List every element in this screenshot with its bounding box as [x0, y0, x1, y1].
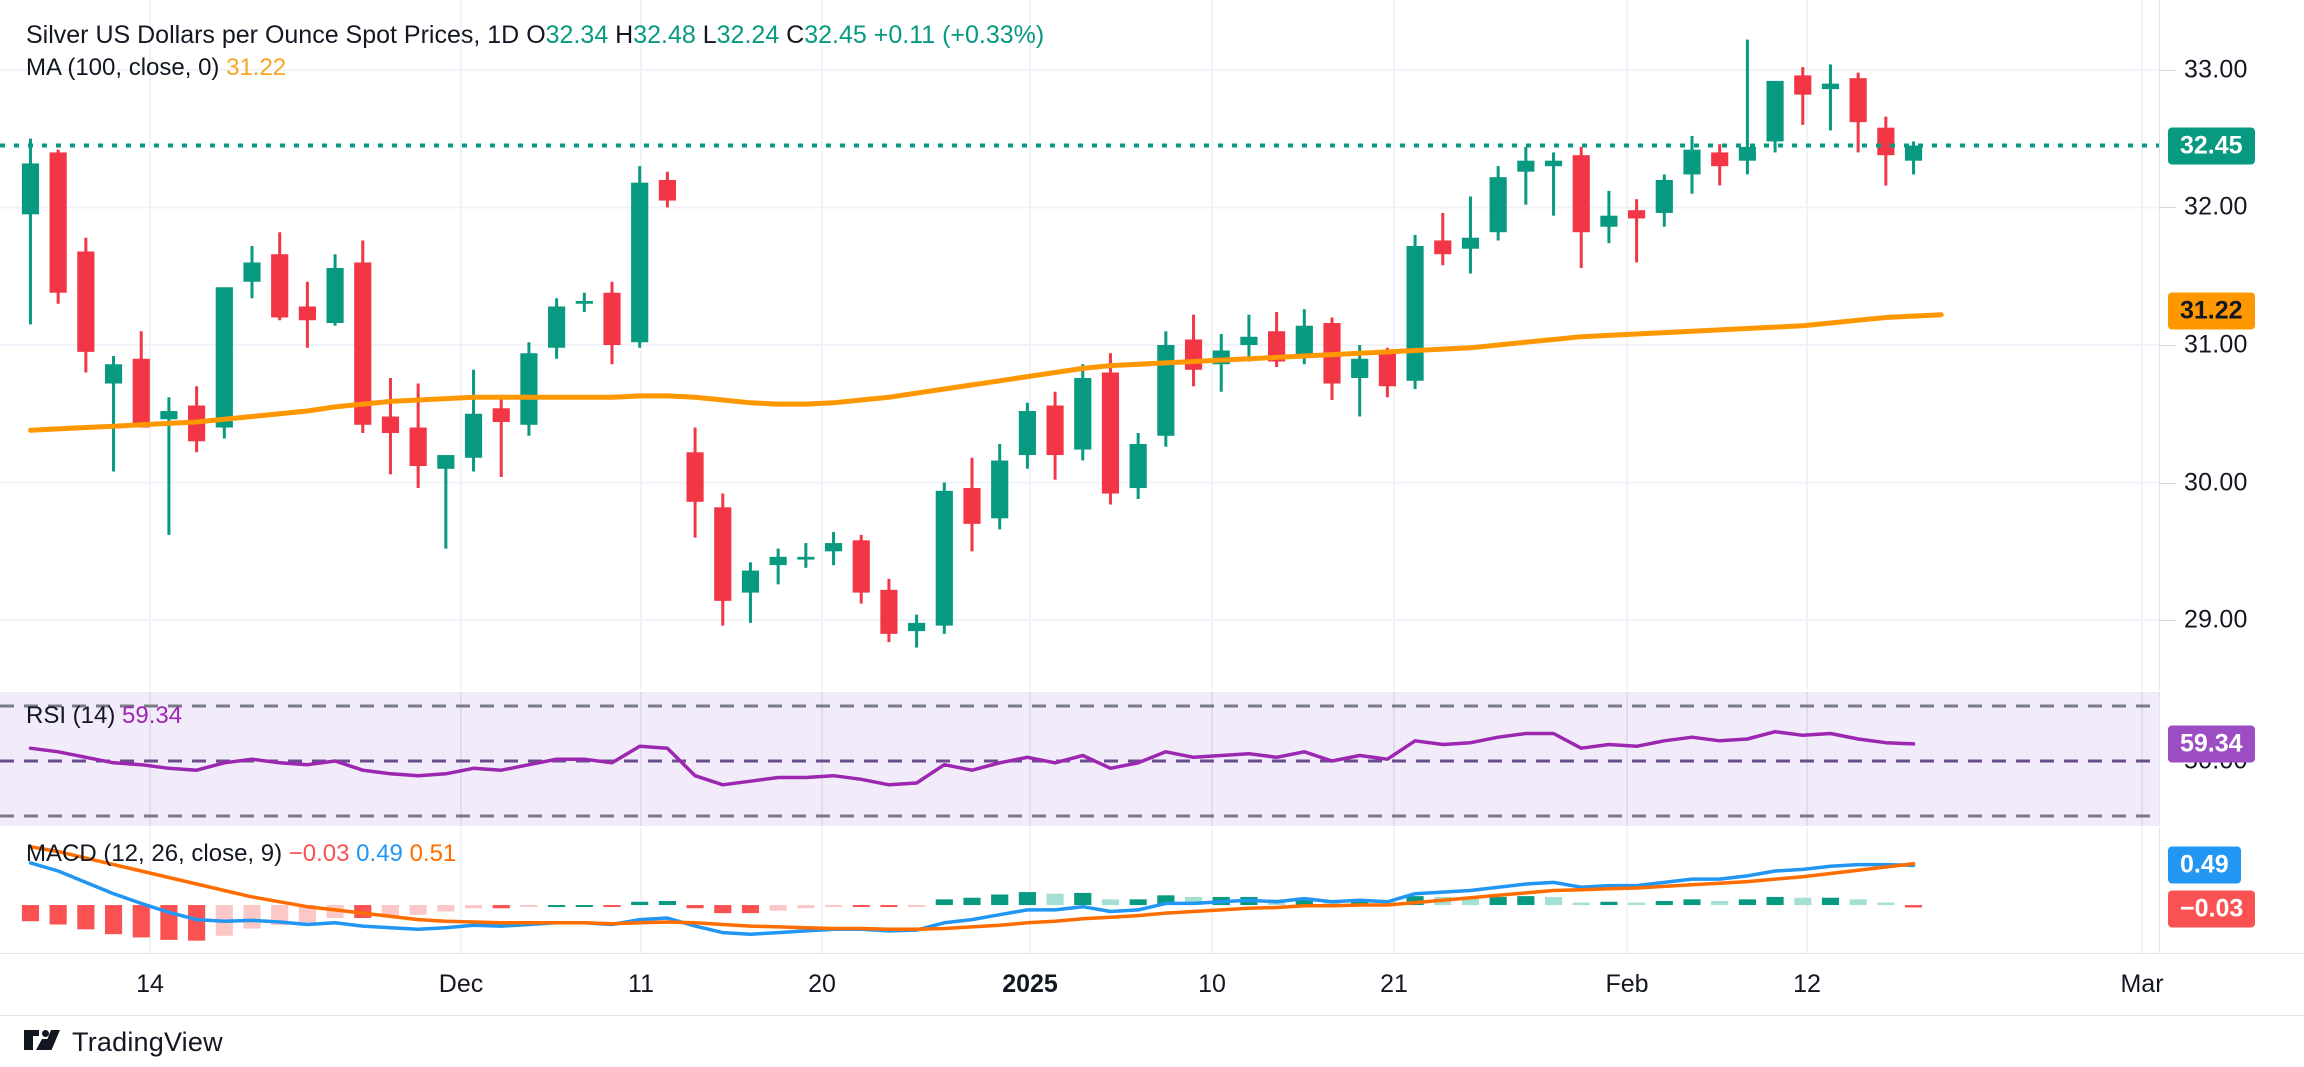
- rsi-axis[interactable]: 50.0059.34: [2159, 692, 2304, 826]
- macd-plot-canvas[interactable]: [0, 828, 2160, 953]
- tradingview-logo-text: TradingView: [72, 1027, 223, 1057]
- footer-bar: TradingView: [0, 1015, 2304, 1067]
- time-axis-label: 20: [808, 970, 836, 998]
- time-axis-label: Mar: [2120, 970, 2164, 998]
- rsi-plot-canvas[interactable]: [0, 692, 2160, 826]
- macd-histogram-badge[interactable]: −0.03: [2168, 890, 2256, 928]
- time-axis-label: 11: [628, 970, 654, 998]
- price-axis-label: 31.00: [2184, 330, 2248, 359]
- tradingview-logo-icon: [24, 1029, 60, 1050]
- price-axis-tick: [2160, 207, 2176, 209]
- time-axis-label: 21: [1380, 970, 1408, 998]
- macd-line-badge[interactable]: 0.49: [2168, 846, 2241, 884]
- price-axis[interactable]: 33.00 32.00 31.00 30.00 29.00 32.45 31.22: [2159, 0, 2304, 690]
- rsi-value-badge[interactable]: 59.34: [2168, 725, 2255, 763]
- price-axis-label: 33.00: [2184, 55, 2248, 84]
- price-axis-label: 30.00: [2184, 468, 2248, 497]
- price-axis-tick: [2160, 620, 2176, 622]
- macd-axis[interactable]: 0.49 −0.03: [2159, 828, 2304, 953]
- price-axis-tick: [2160, 482, 2176, 484]
- price-axis-tick: [2160, 69, 2176, 71]
- time-axis-label: 2025: [1002, 970, 1058, 998]
- time-axis-label: Feb: [1605, 970, 1649, 998]
- time-axis-label: Dec: [438, 970, 484, 998]
- price-plot-canvas[interactable]: [0, 0, 2160, 690]
- macd-pane[interactable]: 0.49 −0.03: [0, 828, 2304, 953]
- price-axis-label: 32.00: [2184, 192, 2248, 221]
- price-axis-tick: [2160, 345, 2176, 346]
- time-axis-label: 10: [1198, 970, 1226, 998]
- price-axis-label: 29.00: [2184, 605, 2248, 634]
- price-pane[interactable]: 33.00 32.00 31.00 30.00 29.00 32.45 31.22: [0, 0, 2304, 690]
- tradingview-logo[interactable]: TradingView: [24, 1027, 223, 1058]
- time-axis-label: 14: [136, 970, 164, 998]
- time-axis[interactable]: 14 Dec 11 20 2025 10 21 Feb 12 Mar: [0, 953, 2304, 1016]
- last-price-badge[interactable]: 32.45: [2168, 127, 2255, 165]
- time-axis-label: 12: [1793, 970, 1821, 998]
- rsi-pane[interactable]: 50.0059.34: [0, 692, 2304, 826]
- ma-price-badge[interactable]: 31.22: [2168, 292, 2255, 330]
